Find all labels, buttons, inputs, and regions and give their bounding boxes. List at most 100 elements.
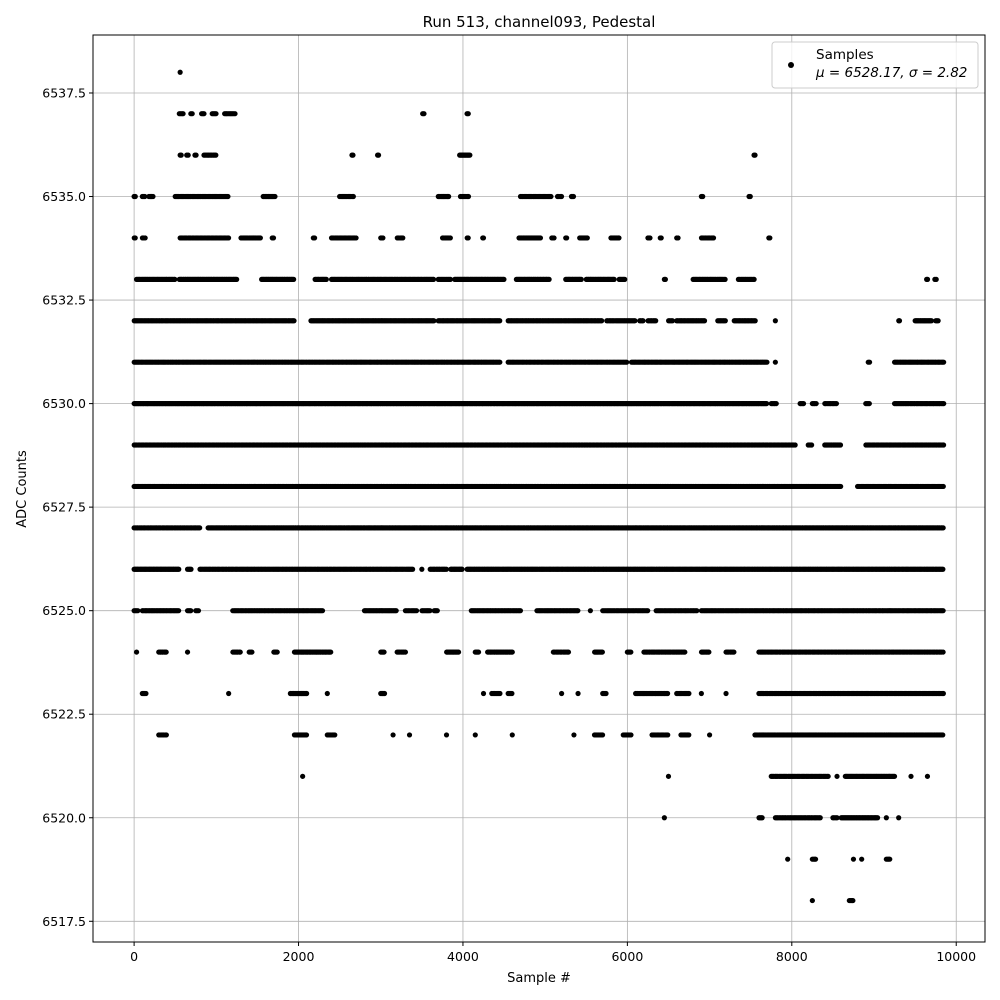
data-point: [700, 193, 706, 200]
data-point: [465, 193, 472, 200]
data-point: [941, 400, 947, 407]
data-point: [752, 318, 758, 324]
data-point: [132, 193, 138, 200]
data-point: [180, 111, 186, 117]
data-point: [201, 111, 207, 117]
data-point: [669, 318, 676, 324]
data-point: [465, 235, 471, 241]
data-point: [410, 566, 416, 572]
data-point: [933, 276, 939, 282]
data-point: [616, 235, 622, 241]
data-point: [578, 276, 584, 282]
data-point: [459, 566, 465, 572]
data-point: [624, 359, 630, 365]
data-point: [272, 193, 278, 200]
data-point: [941, 359, 947, 365]
data-point: [866, 400, 872, 407]
data-point: [658, 235, 664, 241]
data-point: [792, 442, 798, 448]
data-point: [675, 235, 681, 241]
data-point: [353, 235, 359, 241]
data-point: [467, 152, 473, 158]
data-point: [291, 318, 297, 324]
data-point: [501, 276, 507, 282]
data-point: [653, 318, 659, 324]
data-point: [350, 152, 356, 158]
data-point: [188, 566, 194, 572]
data-point: [701, 318, 708, 324]
data-point: [747, 193, 753, 200]
data-point: [940, 442, 947, 448]
data-point: [928, 318, 935, 324]
data-point: [767, 235, 773, 241]
data-point: [813, 400, 819, 407]
data-point: [323, 276, 329, 282]
data-point: [764, 359, 770, 365]
data-point: [176, 566, 182, 572]
data-point: [421, 111, 427, 117]
data-point: [551, 235, 557, 241]
data-point: [225, 193, 231, 200]
data-point: [132, 235, 138, 241]
data-point: [866, 359, 873, 365]
data-point: [548, 193, 554, 200]
data-point: [772, 318, 778, 324]
data-point: [142, 193, 148, 200]
data-point: [647, 235, 653, 241]
data-point: [150, 193, 156, 200]
data-point: [189, 111, 195, 117]
data-point: [257, 235, 263, 241]
data-point: [896, 318, 903, 324]
data-point: [772, 359, 778, 365]
data-point: [350, 193, 356, 200]
data-point: [833, 400, 840, 407]
data-point: [234, 276, 240, 282]
data-point: [940, 525, 946, 531]
data-point: [172, 276, 178, 282]
data-point: [142, 235, 148, 241]
data-point: [800, 400, 807, 407]
data-point: [446, 193, 452, 200]
data-point: [764, 400, 770, 407]
data-point: [497, 359, 503, 365]
data-point: [178, 152, 184, 158]
data-point: [400, 235, 406, 241]
data-point: [662, 276, 668, 282]
data-point: [773, 400, 779, 407]
data-point: [837, 442, 844, 448]
data-point: [640, 318, 646, 324]
data-point: [558, 193, 565, 200]
data-point: [632, 318, 638, 324]
data-point: [546, 276, 552, 282]
data-point: [570, 193, 577, 200]
data-point: [431, 318, 437, 324]
data-point: [177, 69, 183, 75]
data-point: [611, 276, 617, 282]
data-point: [710, 235, 717, 241]
data-point: [213, 111, 219, 117]
data-point: [584, 235, 590, 241]
data-point: [312, 235, 318, 241]
data-point: [935, 318, 941, 324]
data-point: [197, 525, 203, 531]
data-point: [447, 235, 453, 241]
data-point: [232, 111, 238, 117]
data-point: [375, 152, 382, 158]
data-point: [752, 152, 758, 158]
data-point: [838, 483, 844, 490]
data-point: [270, 235, 277, 241]
data-point: [447, 276, 454, 282]
data-point: [480, 235, 487, 241]
data-point: [419, 566, 425, 572]
data-point: [809, 442, 815, 448]
data-point: [291, 276, 297, 282]
data-point: [225, 235, 232, 241]
data-point: [213, 152, 219, 158]
data-point: [497, 318, 503, 324]
data-point: [537, 235, 544, 241]
data-point: [722, 318, 728, 324]
data-point: [380, 235, 386, 241]
data-point: [564, 235, 570, 241]
